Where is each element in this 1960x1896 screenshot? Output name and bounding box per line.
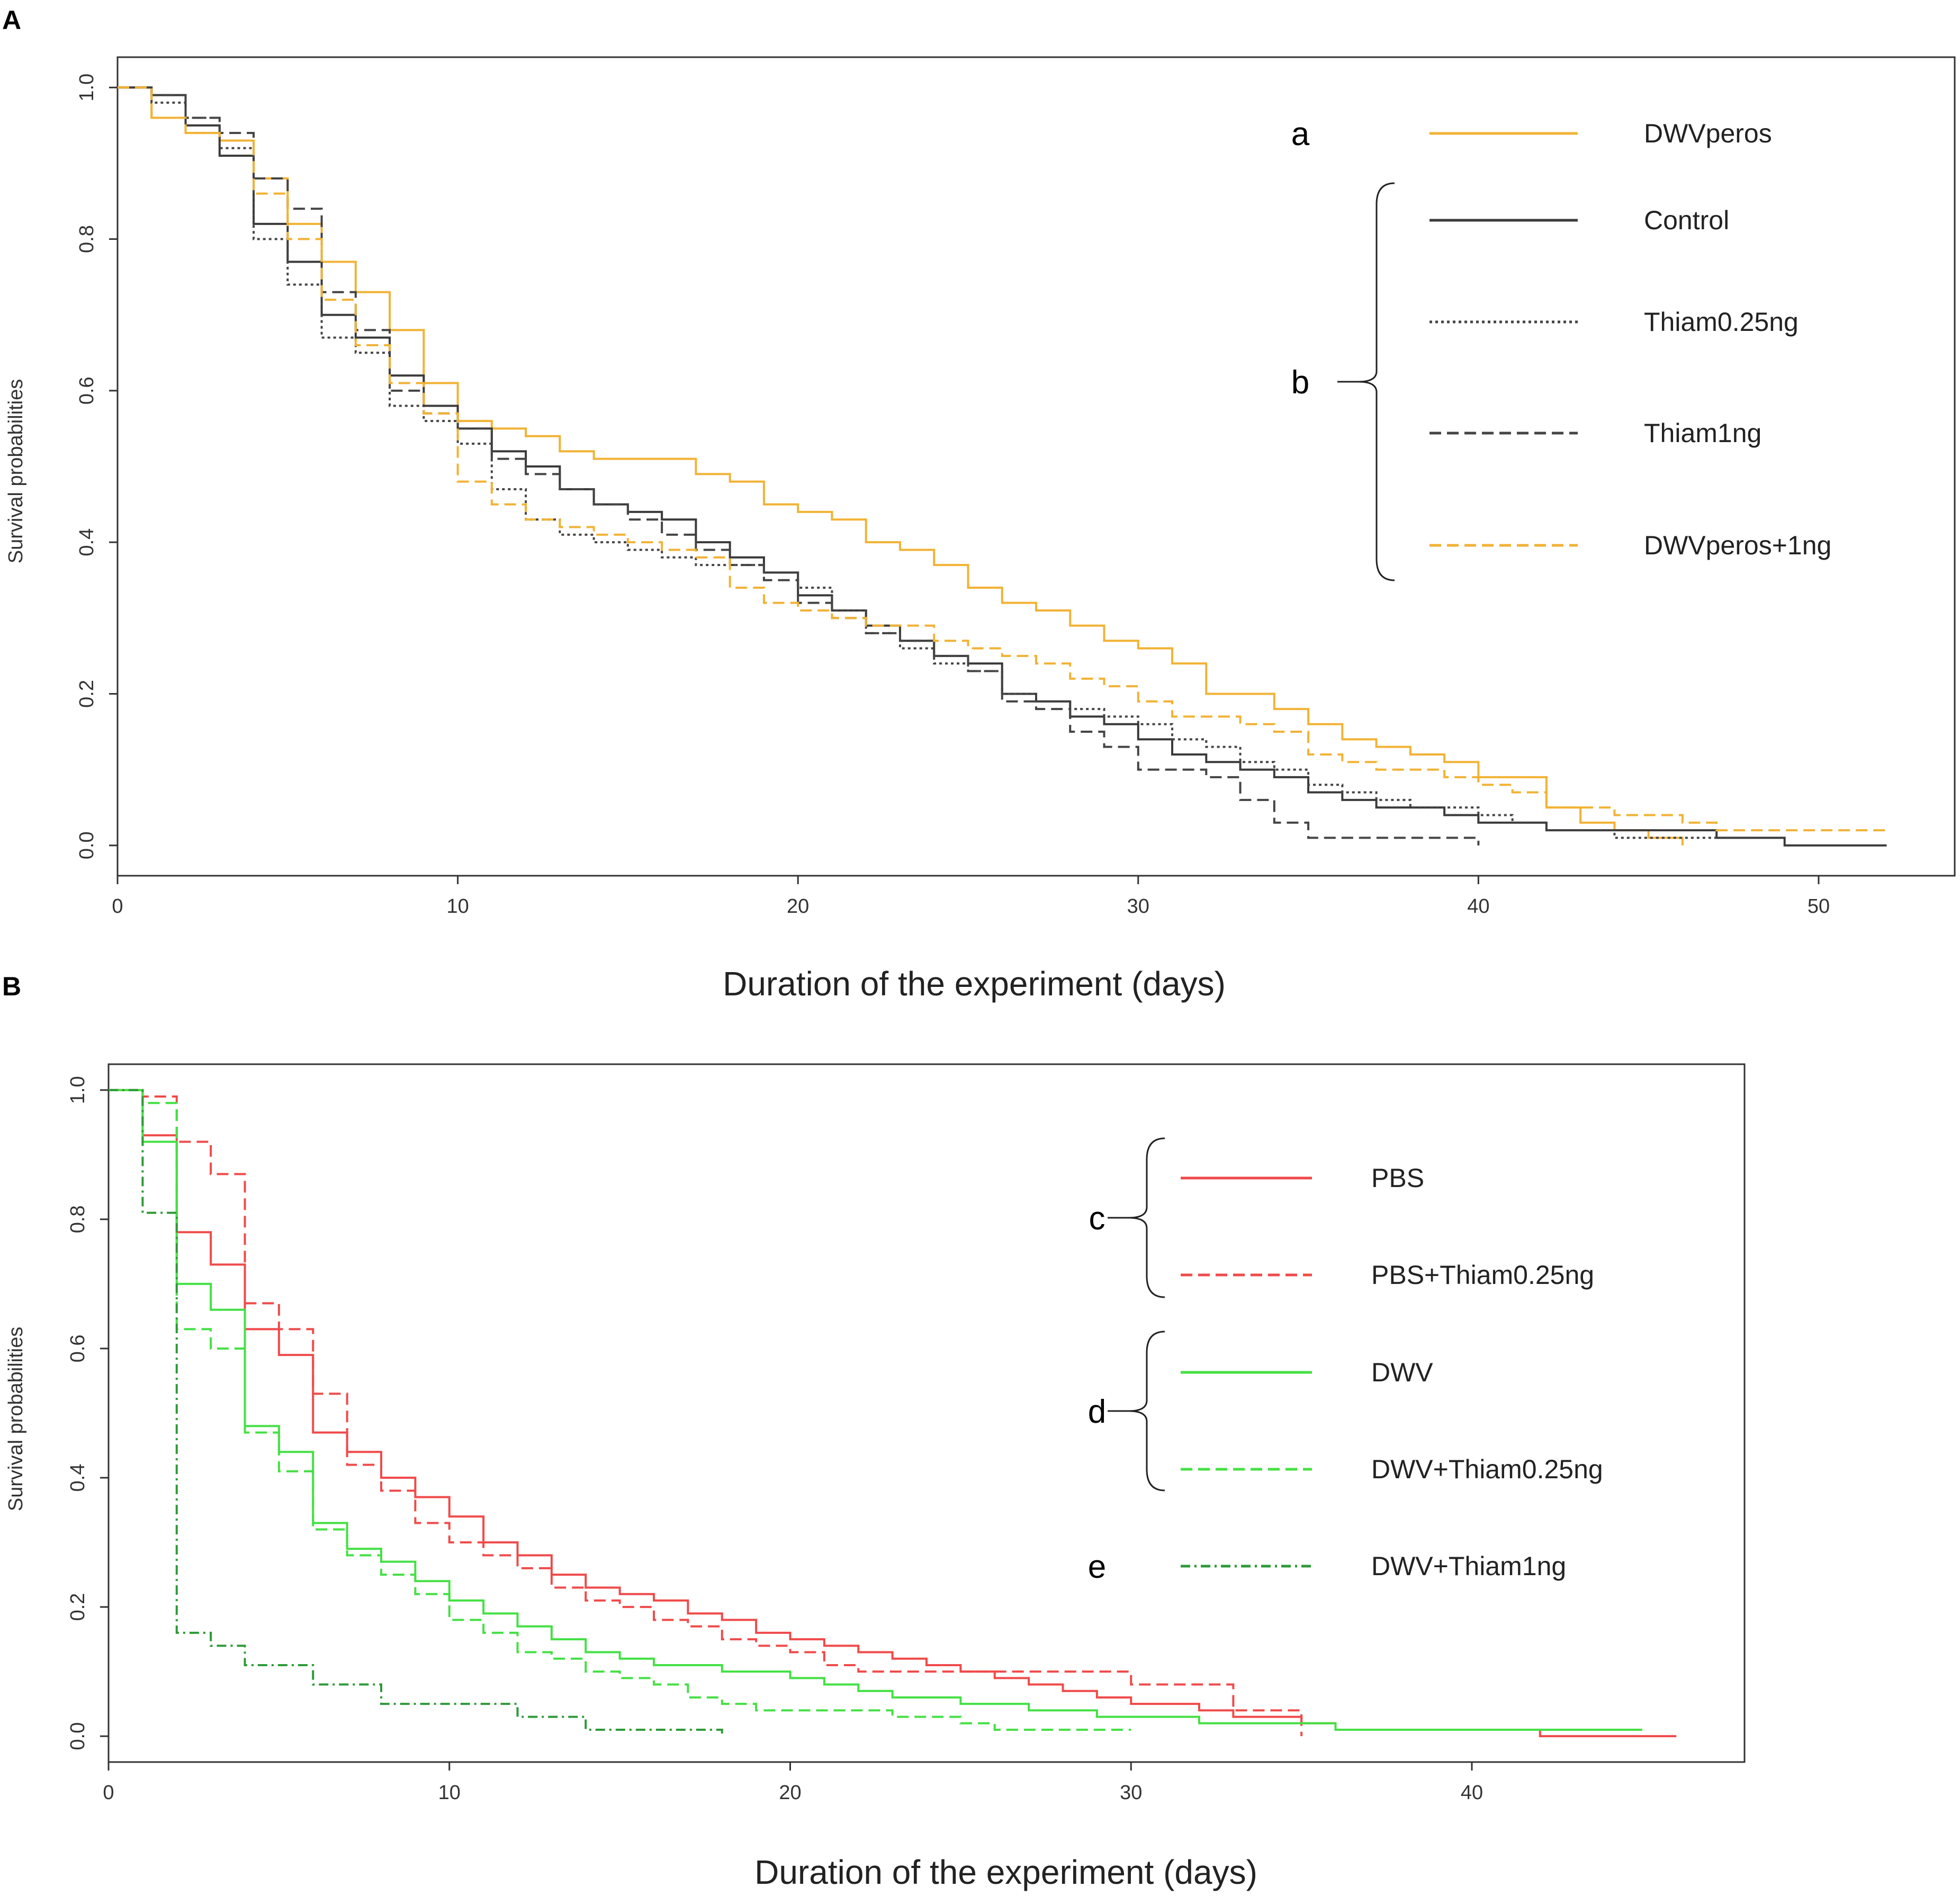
panel-a-x-tick-label: 20 — [787, 895, 809, 918]
panel-a-legend-label-thiam1ng: Thiam1ng — [1644, 418, 1761, 448]
panel-b-y-tick-label: 0.6 — [67, 1335, 89, 1363]
panel-a-y-tick-label: 0.6 — [76, 376, 98, 405]
panel-a-group-label-b: b — [1291, 364, 1309, 401]
panel-a-y-tick-label: 0.2 — [76, 680, 98, 708]
panel-b-y-tick-label: 0.8 — [67, 1205, 89, 1233]
panel-b-y-axis-label: Survival probabilities — [5, 1327, 27, 1512]
panel-b-x-tick-label: 40 — [1461, 1782, 1483, 1804]
panel-b-label: B — [2, 972, 21, 1001]
panel-a-plot-frame — [116, 56, 1956, 877]
panel-a-series-dwvperos-1ng — [118, 86, 1887, 832]
panel-b-group-label-d: d — [1088, 1394, 1106, 1430]
panel-b-series-pbs-thiam0-25ng — [109, 1089, 1303, 1737]
panel-a-x-tick-label: 30 — [1127, 895, 1149, 918]
panel-a-y-tick-label: 0.8 — [76, 225, 98, 253]
panel-a-chart: 0 10 20 30 40 50 0.0 0.2 0.4 0.6 0.8 1.0 Duration of… — [5, 56, 1956, 1003]
panel-a-series-dwvperos — [118, 86, 1684, 846]
panel-b-chart: 0 10 20 30 40 0.0 0.2 0.4 0.6 0.8 1.0 Duration of t… — [5, 1063, 1746, 1891]
panel-a-x-tick-label: 0 — [112, 895, 123, 918]
panel-b-x-tick-label: 0 — [103, 1782, 114, 1804]
panel-b-series-dwv — [109, 1089, 1642, 1731]
panel-b-legend-label-dwv-thiam0-25ng: DWV+Thiam0.25ng — [1371, 1454, 1603, 1484]
panel-a-legend-label-thiam0-25ng: Thiam0.25ng — [1644, 307, 1799, 337]
panel-b-y-tick-label: 0.0 — [67, 1722, 89, 1750]
panel-a-x-tick-label: 50 — [1808, 895, 1830, 918]
panel-a-y-axis-label: Survival probabilities — [5, 379, 27, 564]
panel-b-x-tick-label: 10 — [438, 1782, 461, 1804]
panel-b-y-tick-label: 1.0 — [67, 1076, 89, 1104]
panel-a-y-tick-label: 0.4 — [76, 528, 98, 556]
panel-b-y-tick-label: 0.4 — [67, 1464, 89, 1492]
panel-b-group-label-c: c — [1089, 1200, 1105, 1237]
panel-b-x-tick-label: 20 — [779, 1782, 801, 1804]
panel-a-series-thiam1ng — [118, 86, 1480, 846]
panel-b-group-label-e: e — [1088, 1549, 1106, 1585]
panel-a-legend-label-dwvperos-1ng: DWVperos+1ng — [1644, 531, 1831, 560]
panel-a-y-tick-label: 0.0 — [76, 831, 98, 859]
panel-b-legend-label-dwv: DWV — [1371, 1358, 1433, 1387]
panel-a-x-tick-label: 10 — [446, 895, 469, 918]
panel-b-series-dwv-thiam0-25ng — [109, 1089, 1131, 1731]
panel-b-x-axis-label: Duration of the experiment (days) — [754, 1853, 1257, 1891]
panel-a-legend-label-dwvperos: DWVperos — [1644, 119, 1772, 148]
panel-a-x-axis-label: Duration of the experiment (days) — [723, 965, 1226, 1003]
panel-b-legend-label-pbs-thiam0-25ng: PBS+Thiam0.25ng — [1371, 1260, 1594, 1290]
panel-b-plot-frame — [107, 1063, 1746, 1763]
panel-b-legend-label-pbs: PBS — [1371, 1163, 1424, 1193]
panel-b-series-dwv-thiam1ng — [109, 1089, 723, 1737]
panel-a-legend-label-control: Control — [1644, 205, 1729, 235]
panel-a-group-label-a: a — [1291, 116, 1310, 152]
panel-b-y-tick-label: 0.2 — [67, 1593, 89, 1621]
panel-a-label: A — [2, 5, 21, 35]
panel-b-legend-label-dwv-thiam1ng: DWV+Thiam1ng — [1371, 1551, 1566, 1581]
panel-b-x-tick-label: 30 — [1120, 1782, 1142, 1804]
panel-a-y-tick-label: 1.0 — [76, 74, 98, 102]
panel-a-x-tick-label: 40 — [1467, 895, 1489, 918]
